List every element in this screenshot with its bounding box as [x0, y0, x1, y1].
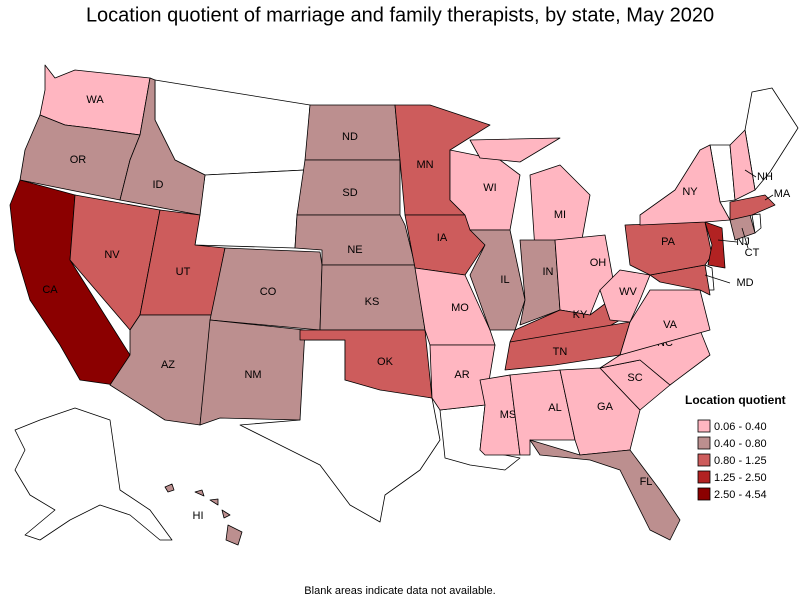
state-label: NH	[757, 171, 773, 183]
state-shape	[704, 221, 726, 269]
legend-label: 1.25 - 2.50	[714, 472, 767, 484]
state-shape	[639, 144, 731, 226]
state-label: ND	[342, 131, 358, 143]
state-shape	[299, 329, 433, 399]
state-shape	[404, 214, 486, 276]
legend-label: 0.06 - 0.40	[714, 421, 767, 433]
state-shape	[164, 483, 243, 546]
state-label: NE	[347, 244, 362, 256]
state-label: NM	[244, 369, 261, 381]
state-label: CA	[42, 284, 58, 296]
state-label: KS	[365, 296, 380, 308]
state-label: WA	[86, 94, 104, 106]
state-shape	[751, 213, 762, 234]
state-shape	[529, 439, 681, 541]
state-label: SC	[627, 372, 642, 384]
state-shape	[119, 77, 206, 216]
state-label: WV	[619, 286, 637, 298]
state-label: MS	[500, 409, 517, 421]
state-label: PA	[661, 236, 676, 248]
legend-label: 0.80 - 1.25	[714, 455, 767, 467]
legend: Location quotient 0.06 - 0.40 0.40 - 0.80…	[685, 393, 786, 501]
legend-swatch	[697, 419, 711, 433]
state-shape	[154, 79, 311, 176]
leader-line	[717, 239, 738, 243]
state-shape	[599, 269, 651, 323]
state-label: IN	[543, 266, 554, 278]
legend-swatch	[697, 470, 711, 484]
state-label: WI	[483, 182, 496, 194]
legend-swatch	[697, 487, 711, 501]
state-shape	[619, 289, 711, 356]
legend-swatch	[697, 453, 711, 467]
state-label: IL	[500, 274, 509, 286]
state-label: AZ	[161, 359, 175, 371]
state-shape	[519, 239, 561, 326]
state-label: MA	[774, 188, 791, 200]
state-shape	[429, 344, 496, 411]
state-label: MO	[451, 302, 469, 314]
states: WA OR CA NV ID UT AZ CO NM ND SD NE KS OK MN IA MO AR WI IL…	[9, 64, 791, 546]
leader-line	[741, 227, 749, 249]
blank-states	[14, 79, 799, 541]
state-shape	[729, 194, 776, 221]
state-label: HI	[193, 510, 204, 522]
state-label: VA	[663, 319, 678, 331]
state-label: NY	[682, 186, 698, 198]
leader-line	[744, 169, 757, 178]
state-label: AL	[548, 402, 561, 414]
leader-line	[704, 274, 731, 284]
legend-label: 0.40 - 0.80	[714, 438, 767, 450]
state-label: TN	[553, 346, 568, 358]
state-label: MD	[736, 277, 753, 289]
state-label: ID	[153, 179, 164, 191]
state-label: CO	[260, 286, 277, 298]
legend-title: Location quotient	[685, 393, 786, 407]
leader-line	[764, 194, 774, 201]
state-label: GA	[597, 401, 614, 413]
state-label: SD	[342, 187, 357, 199]
state-shape	[729, 129, 756, 201]
map-title: Location quotient of marriage and family…	[86, 4, 714, 26]
state-shape	[199, 319, 306, 426]
state-label: NJ	[736, 236, 749, 248]
legend-swatch	[697, 436, 711, 450]
note: Blank areas indicate data not available.	[304, 585, 495, 597]
legend-label: 2.50 - 4.54	[714, 489, 767, 501]
state-label: MI	[554, 209, 566, 221]
state-shape	[504, 321, 631, 371]
state-label: AR	[454, 369, 469, 381]
state-label: CT	[745, 247, 760, 259]
state-label: UT	[176, 266, 191, 278]
state-shape	[194, 169, 306, 249]
state-label: NV	[104, 249, 120, 261]
state-label: OR	[70, 154, 87, 166]
state-label: IA	[437, 232, 448, 244]
state-shape	[469, 137, 591, 251]
state-shape	[14, 407, 173, 541]
state-label: KY	[573, 309, 588, 321]
state-label: OK	[377, 356, 394, 368]
state-label: OH	[590, 257, 607, 269]
state-label: MN	[416, 159, 433, 171]
state-shape	[469, 229, 526, 331]
state-label: FL	[640, 476, 653, 488]
